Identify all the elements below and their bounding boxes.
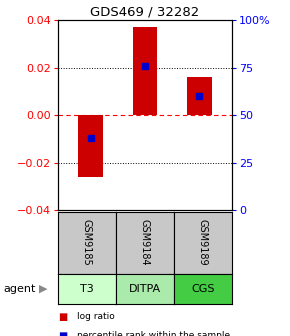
Text: T3: T3 xyxy=(80,284,94,294)
Bar xyxy=(133,27,157,115)
Text: DITPA: DITPA xyxy=(129,284,161,294)
Text: GSM9185: GSM9185 xyxy=(82,219,92,266)
Text: GSM9184: GSM9184 xyxy=(140,219,150,266)
Text: percentile rank within the sample: percentile rank within the sample xyxy=(77,331,230,336)
Text: CGS: CGS xyxy=(191,284,215,294)
Text: GSM9189: GSM9189 xyxy=(198,219,208,266)
Text: ■: ■ xyxy=(58,331,67,336)
Title: GDS469 / 32282: GDS469 / 32282 xyxy=(90,6,200,19)
Text: ■: ■ xyxy=(58,312,67,323)
Text: ▶: ▶ xyxy=(39,284,48,294)
Bar xyxy=(187,77,212,115)
Bar xyxy=(78,115,103,177)
Text: agent: agent xyxy=(3,284,35,294)
Text: log ratio: log ratio xyxy=(77,312,115,322)
